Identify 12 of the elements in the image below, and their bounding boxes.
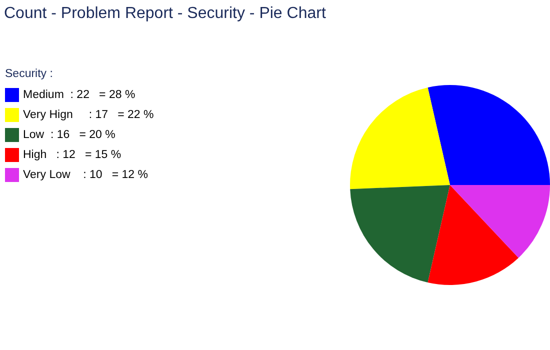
legend-label: High : 12 = 15 % (23, 149, 122, 161)
legend-label: Very Low : 10 = 12 % (23, 169, 148, 181)
legend-label: Medium : 22 = 28 % (23, 89, 136, 101)
legend-title: Security : (5, 68, 53, 80)
legend-label: Low : 16 = 20 % (23, 129, 116, 141)
chart-title: Count - Problem Report - Security - Pie Chart (4, 5, 326, 23)
pie-slice (450, 185, 550, 258)
pie-slice (428, 85, 550, 185)
pie-slice (350, 88, 450, 190)
pie-slice (428, 185, 519, 285)
legend-label: Very Hign : 17 = 22 % (23, 109, 154, 121)
pie-slice (350, 185, 450, 282)
